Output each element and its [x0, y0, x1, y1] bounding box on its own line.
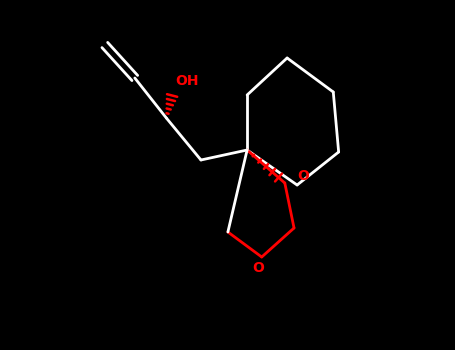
- Text: O: O: [297, 169, 309, 183]
- Text: OH: OH: [175, 74, 198, 88]
- Text: O: O: [252, 261, 264, 275]
